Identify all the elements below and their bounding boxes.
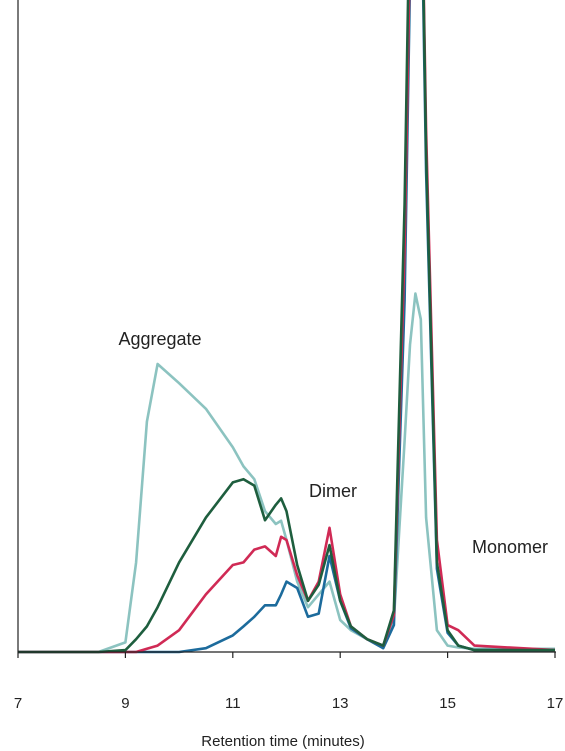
- x-tick-label: 7: [14, 695, 22, 712]
- series-line: [18, 292, 555, 654]
- series-line: [18, 0, 555, 654]
- annotation: Aggregate: [118, 329, 201, 349]
- x-tick-label: 15: [439, 695, 456, 712]
- annotation: Monomer: [472, 537, 548, 557]
- x-tick-label: 13: [332, 695, 349, 712]
- x-tick-label: 9: [121, 695, 129, 712]
- x-tick-label: 11: [225, 695, 241, 712]
- x-axis-label: Retention time (minutes): [201, 733, 364, 750]
- x-tick-label: 17: [547, 695, 564, 712]
- annotation: Dimer: [309, 481, 357, 501]
